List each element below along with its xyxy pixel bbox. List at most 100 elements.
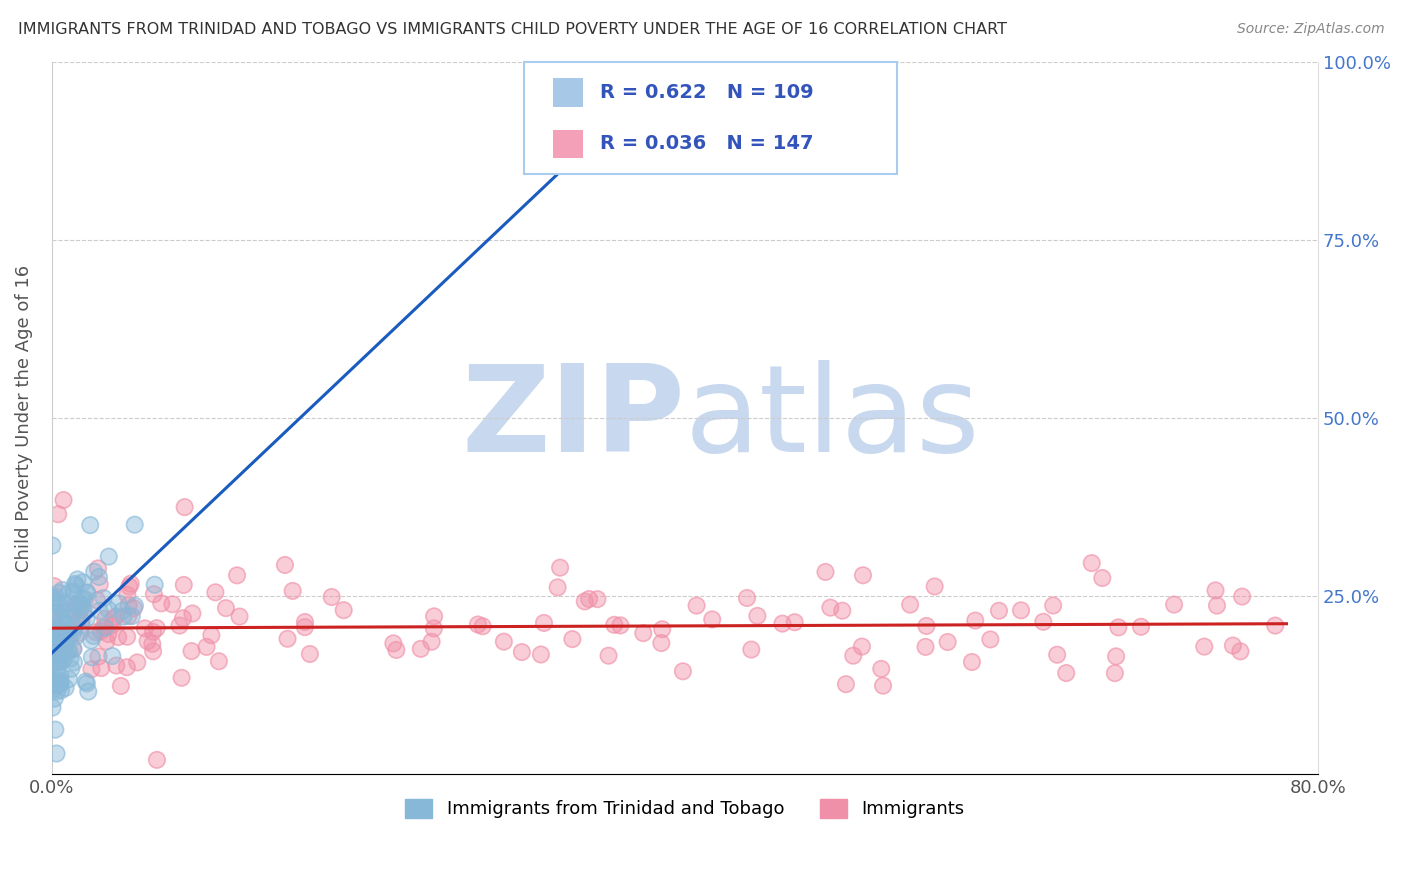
Point (94, 612, 117, 626)
Point (63, 577, 86, 591)
Point (173, 578, 195, 592)
Point (91, 620, 114, 634)
Point (52, 493, 75, 508)
Point (702, 612, 724, 626)
Point (86, 593, 108, 607)
Point (49, 673, 72, 688)
Point (142, 624, 165, 639)
Point (117, 588, 139, 602)
Point (46, 684, 69, 698)
Point (75, 674, 97, 689)
Point (1046, 648, 1069, 662)
Point (409, 641, 432, 656)
Point (124, 517, 146, 532)
Point (42, 624, 65, 638)
Point (735, 591, 758, 605)
Point (58, 630, 80, 644)
Point (294, 615, 316, 629)
Point (936, 635, 959, 649)
Point (162, 597, 184, 611)
Point (41, 677, 63, 691)
Point (208, 654, 231, 668)
Text: R = 0.622   N = 109: R = 0.622 N = 109 (600, 83, 814, 102)
Point (41, 700, 63, 714)
Point (578, 592, 600, 607)
Point (321, 590, 343, 604)
Point (42, 657, 65, 672)
Point (49, 622, 72, 636)
Point (181, 607, 204, 621)
Point (142, 644, 165, 658)
Point (51, 616, 73, 631)
Point (41, 700, 63, 714)
Point (76, 611, 98, 625)
Point (136, 634, 159, 648)
Point (62, 605, 84, 619)
Point (651, 622, 673, 636)
Point (96, 634, 118, 648)
Point (42, 626, 65, 640)
Point (48, 647, 70, 661)
Point (1091, 571, 1114, 585)
Point (41, 539, 63, 553)
Point (634, 59, 657, 73)
Point (97, 627, 120, 641)
Point (141, 637, 163, 651)
Point (960, 655, 983, 669)
Point (76, 611, 98, 625)
Point (143, 578, 166, 592)
Point (1054, 666, 1077, 681)
Point (52, 652, 75, 666)
Point (1264, 618, 1286, 632)
Point (121, 609, 143, 624)
Point (65, 578, 87, 592)
Point (53, 641, 76, 656)
Point (208, 654, 231, 668)
Point (69, 625, 91, 640)
Point (120, 576, 142, 591)
Point (181, 607, 204, 621)
Point (603, 617, 626, 632)
Point (49, 673, 72, 688)
Point (1107, 620, 1129, 634)
Point (141, 637, 163, 651)
Point (42, 682, 65, 697)
Point (533, 615, 555, 630)
Point (76, 585, 98, 599)
Point (574, 594, 596, 608)
Point (685, 599, 707, 613)
Point (142, 624, 165, 639)
Point (851, 640, 873, 654)
Point (62, 626, 84, 640)
Point (1107, 620, 1129, 634)
Point (45, 642, 67, 657)
Point (173, 500, 195, 515)
Point (75, 674, 97, 689)
Point (226, 568, 249, 582)
Point (146, 753, 169, 767)
Point (51, 632, 73, 646)
Point (835, 677, 858, 691)
Point (56, 604, 79, 618)
Point (60, 662, 83, 676)
Point (49, 647, 72, 661)
Point (281, 583, 304, 598)
Point (56, 604, 79, 618)
Point (1194, 640, 1216, 654)
Point (382, 636, 405, 650)
Point (46, 635, 69, 649)
Point (46, 645, 69, 659)
Point (46, 653, 69, 667)
Point (510, 645, 533, 659)
Point (83, 565, 105, 579)
Point (66, 573, 89, 587)
Point (80, 662, 103, 676)
Point (65, 598, 87, 612)
Point (298, 647, 321, 661)
Point (80, 662, 103, 676)
Point (89, 604, 111, 618)
Point (42, 626, 65, 640)
Point (134, 621, 156, 635)
Point (200, 628, 222, 642)
Point (55, 636, 77, 650)
